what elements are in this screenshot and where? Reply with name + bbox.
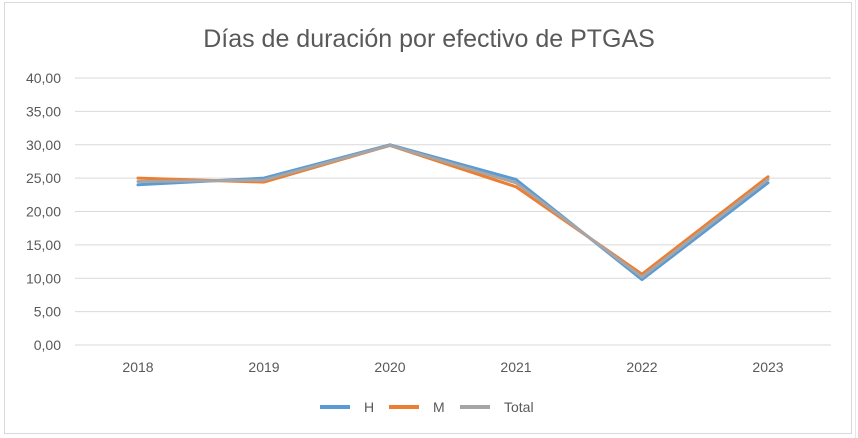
chart-area[interactable] bbox=[4, 2, 852, 434]
y-tick-label: 5,00 bbox=[34, 304, 61, 320]
y-tick-label: 15,00 bbox=[26, 237, 61, 253]
y-tick-label: 10,00 bbox=[26, 270, 61, 286]
x-tick-label: 2020 bbox=[374, 359, 405, 375]
x-tick-label: 2021 bbox=[500, 359, 531, 375]
series-line-total bbox=[136, 143, 770, 279]
x-tick-label: 2019 bbox=[248, 359, 279, 375]
sheet-gridline bbox=[855, 0, 856, 438]
legend[interactable]: H M Total bbox=[320, 399, 534, 415]
x-tick-label: 2022 bbox=[626, 359, 657, 375]
y-tick-label: 35,00 bbox=[26, 103, 61, 119]
chart-title: Días de duración por efectivo de PTGAS bbox=[203, 25, 655, 53]
x-axis-tick-labels: 2018 2019 2020 2021 2022 2023 bbox=[122, 359, 783, 375]
y-tick-label: 40,00 bbox=[26, 70, 61, 86]
x-tick-label: 2018 bbox=[122, 359, 153, 375]
y-tick-label: 20,00 bbox=[26, 204, 61, 220]
x-tick-label: 2023 bbox=[752, 359, 783, 375]
legend-label-m: M bbox=[433, 399, 445, 415]
series-lines bbox=[136, 143, 770, 282]
legend-label-h: H bbox=[364, 399, 374, 415]
legend-label-total: Total bbox=[504, 399, 534, 415]
y-gridlines bbox=[75, 77, 831, 346]
y-axis-tick-labels: 0,00 5,00 10,00 15,00 20,00 25,00 30,00 35,00 40… bbox=[26, 70, 61, 353]
y-tick-label: 30,00 bbox=[26, 137, 61, 153]
y-tick-label: 0,00 bbox=[34, 337, 61, 353]
y-tick-label: 25,00 bbox=[26, 170, 61, 186]
